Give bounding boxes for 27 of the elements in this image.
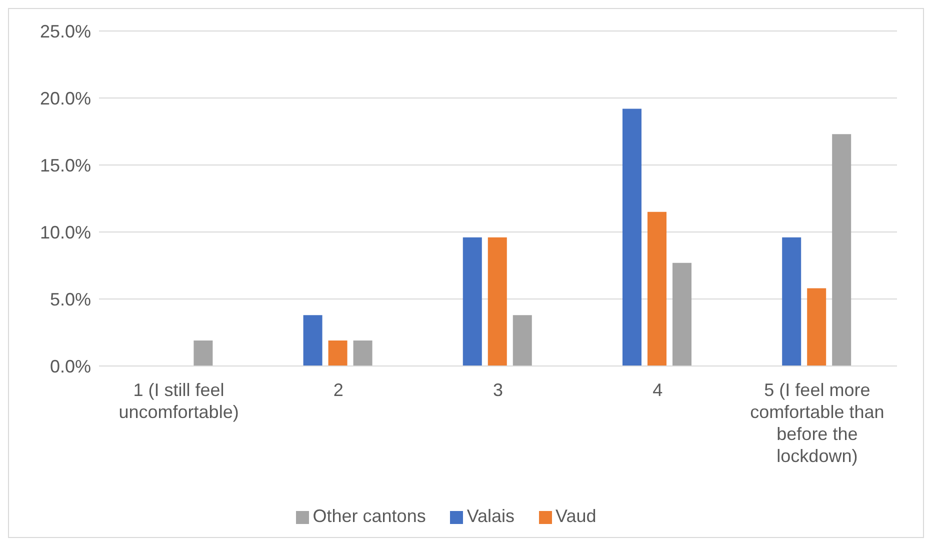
bar	[303, 315, 322, 366]
y-tick-label: 5.0%	[50, 289, 91, 310]
x-tick-label: 4	[652, 380, 663, 400]
bar	[647, 212, 666, 366]
bar	[512, 315, 532, 366]
legend-label: Valais	[466, 506, 515, 526]
bar	[328, 340, 348, 366]
bar	[622, 108, 642, 366]
x-tick-label: 1 (I still feel uncomfortable)	[118, 380, 239, 422]
y-tick-label: 0.0%	[50, 356, 91, 376]
x-tick-label: 2	[333, 380, 344, 400]
bar	[488, 237, 507, 366]
y-tick-label: 15.0%	[40, 155, 91, 176]
bar	[194, 340, 213, 366]
y-tick-label: 10.0%	[40, 222, 91, 242]
legend-label: Other cantons	[312, 506, 426, 526]
y-tick-label: 25.0%	[40, 21, 91, 42]
bar	[782, 237, 802, 366]
bar	[462, 237, 482, 366]
x-tick-label: 5 (I feel more comfortable than before the lockdown)	[750, 380, 884, 466]
x-tick-label: 3	[492, 380, 504, 400]
legend-label: Vaud	[556, 506, 596, 526]
bar	[832, 134, 852, 366]
y-tick-label: 20.0%	[40, 88, 91, 108]
bar	[672, 262, 692, 366]
bar	[353, 340, 372, 366]
bar	[807, 288, 826, 366]
